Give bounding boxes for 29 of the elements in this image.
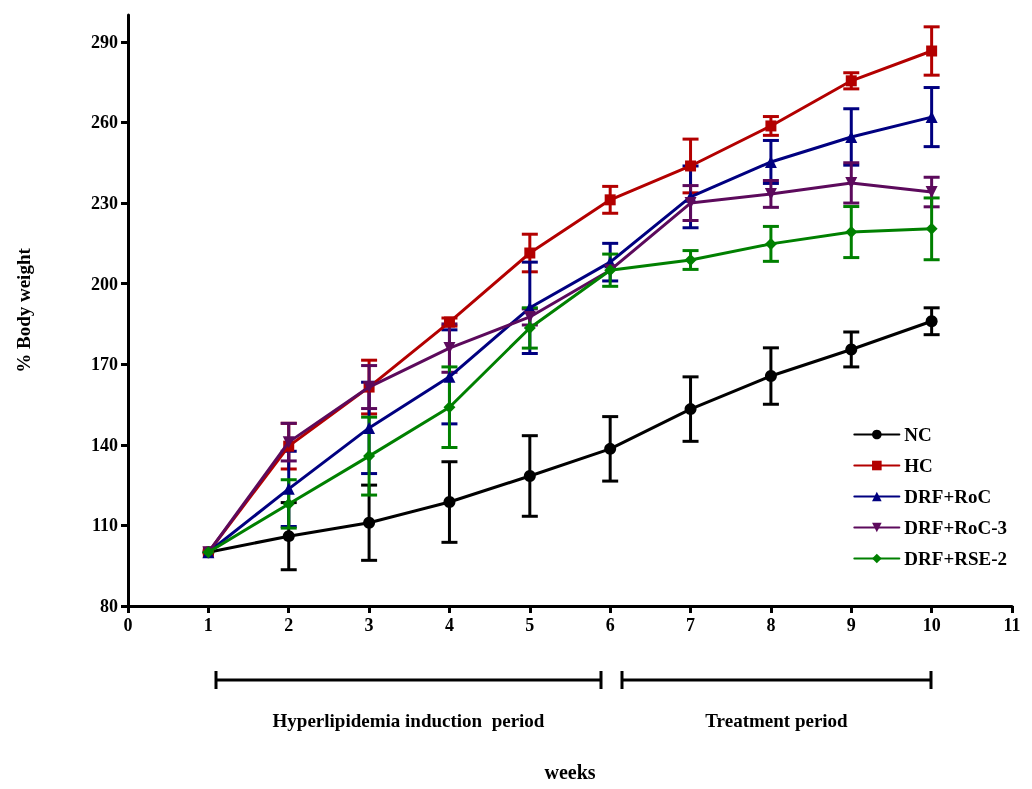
y-tick-label: 260 — [91, 112, 118, 133]
legend-label: NC — [904, 424, 932, 445]
legend-label: DRF+RSE-2 — [904, 548, 1008, 569]
x-tick-label: 11 — [1003, 615, 1021, 635]
text: Treatment period — [705, 709, 849, 731]
x-tick-label: 1 — [203, 615, 213, 635]
text: weeks — [544, 761, 596, 783]
x-tick-label: 7 — [686, 615, 696, 635]
x-tick-label: 2 — [284, 615, 294, 635]
x-tick-label: 0 — [123, 615, 133, 635]
legend-label: HC — [904, 455, 933, 476]
y-tick-label: 140 — [91, 434, 118, 455]
legend-label: DRF+RoC — [904, 486, 992, 507]
y-axis-title: % Body weight — [13, 247, 34, 373]
y-tick-label: 290 — [91, 31, 118, 52]
y-tick-label: 170 — [91, 354, 118, 375]
x-tick-label: 10 — [922, 615, 941, 635]
y-tick-label: 110 — [91, 515, 118, 536]
y-tick-label: 230 — [91, 193, 118, 214]
x-tick-label: 3 — [364, 615, 374, 635]
x-tick-label: 6 — [605, 615, 615, 635]
x-tick-label: 4 — [444, 615, 454, 635]
x-tick-label: 8 — [766, 615, 776, 635]
x-tick-label: 9 — [846, 615, 856, 635]
y-tick-label: 200 — [91, 273, 118, 294]
legend-label: DRF+RoC-3 — [904, 517, 1007, 538]
x-tick-label: 5 — [525, 615, 535, 635]
y-tick-label: 80 — [100, 596, 118, 616]
text: Hyperlipidemia induction period — [272, 709, 545, 731]
